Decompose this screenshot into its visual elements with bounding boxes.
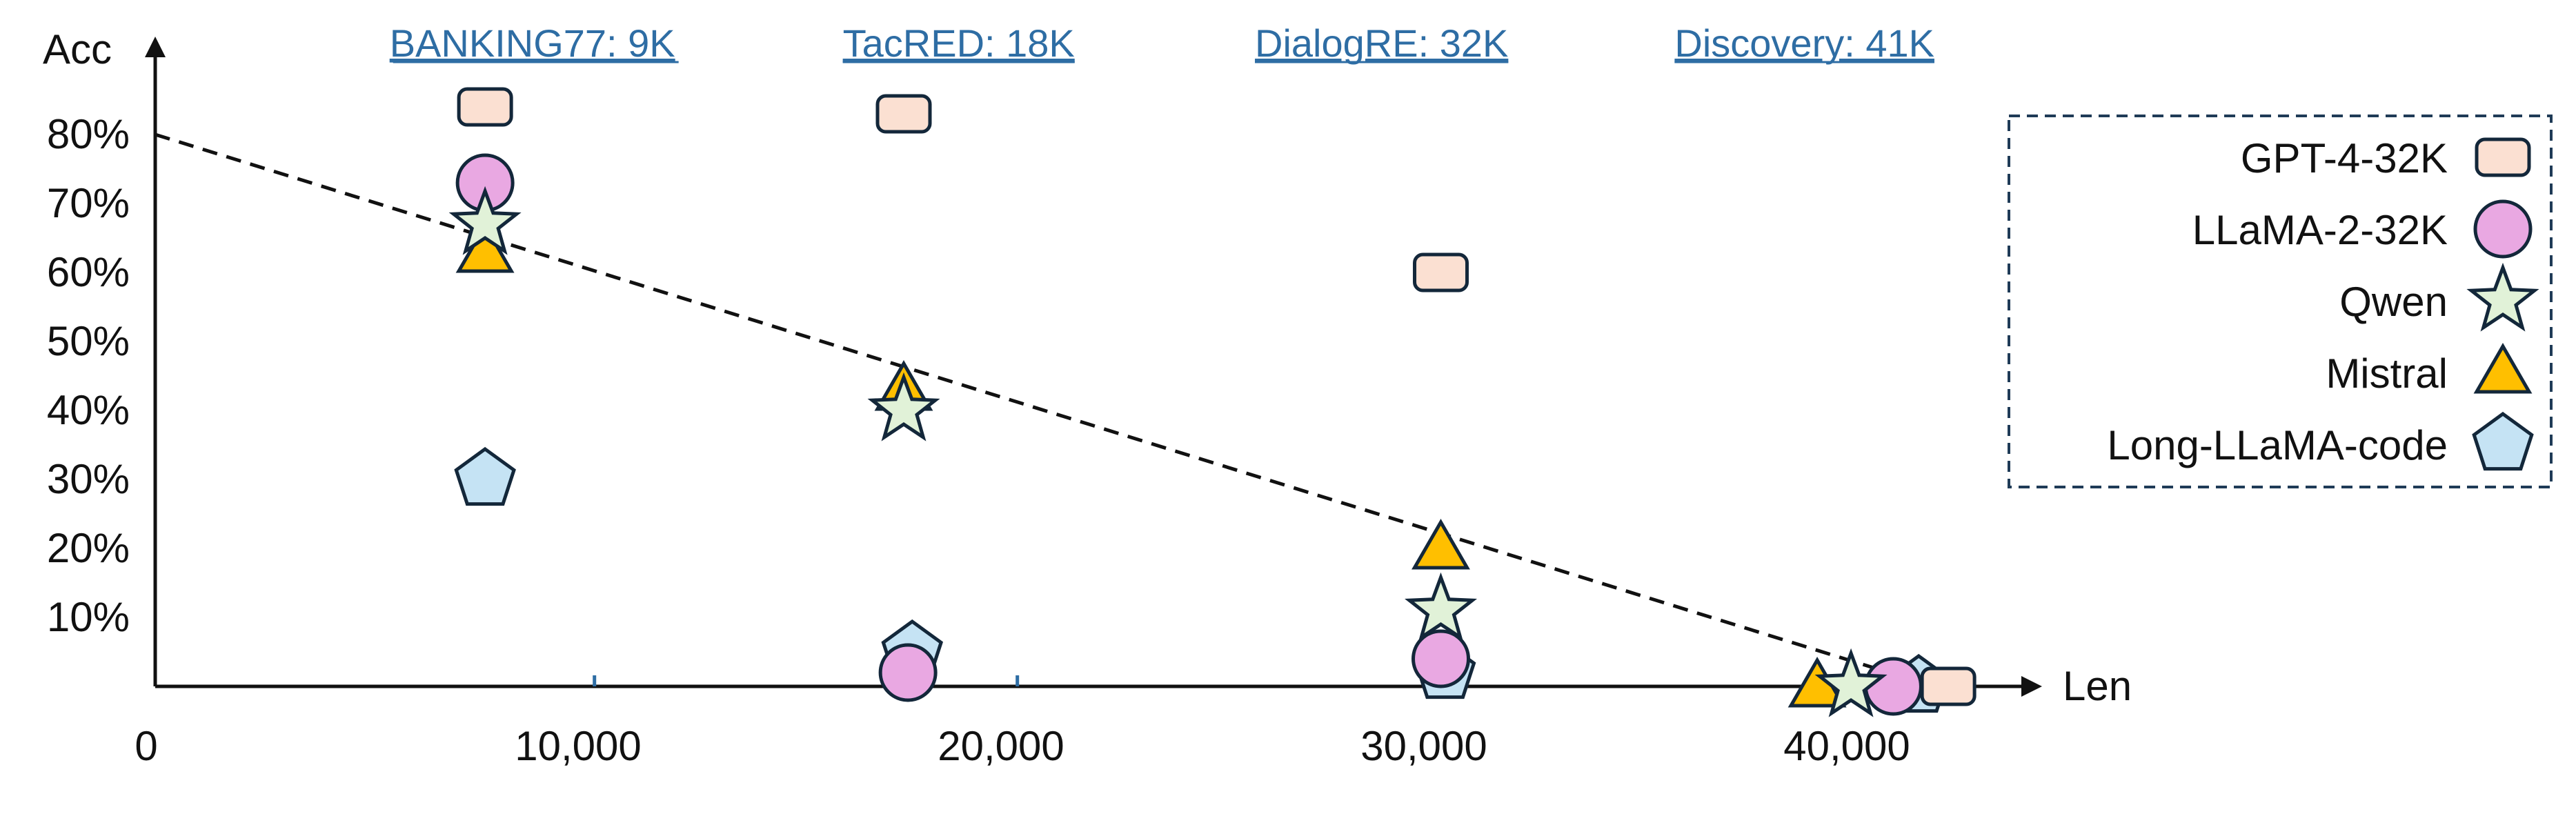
x-tick-label: 20,000: [938, 723, 1064, 769]
legend-box: [2008, 115, 2553, 488]
y-tick-label: 70%: [47, 180, 130, 226]
dataset-label: TacRED: 18K: [843, 21, 1075, 65]
point-gpt-4-32k: [875, 94, 932, 134]
x-axis-title: Len: [2063, 663, 2132, 709]
trend-line: [155, 132, 1890, 675]
x-tick-label: 40,000: [1783, 723, 1910, 769]
dataset-labels: BANKING77: 9K TacRED: 18K DialogRE: 32K Dis…: [390, 21, 1934, 65]
y-tick-label: 20%: [47, 525, 130, 571]
y-tick-label: 60%: [47, 249, 130, 295]
point-llama-2-32k: [1411, 629, 1471, 688]
point-qwen: [1814, 648, 1888, 717]
y-tick-label: 80%: [47, 111, 130, 157]
point-qwen: [1405, 572, 1478, 642]
legend-marker-mistral: [2473, 342, 2533, 394]
legend-label: Qwen: [2339, 279, 2448, 325]
dataset-label: DialogRE: 32K: [1255, 21, 1508, 65]
legend: GPT-4-32K LLaMA-2-32K Qwen Mistral Long-LLaM…: [2008, 115, 2553, 488]
point-gpt-4-32k: [457, 87, 513, 127]
legend-label: GPT-4-32K: [2241, 135, 2448, 181]
point-mistral: [1411, 518, 1470, 570]
dataset-label: Discovery: 41K: [1674, 21, 1934, 65]
y-tick-label: 50%: [47, 318, 130, 364]
x-tick-label: 30,000: [1360, 723, 1487, 769]
dataset-label: BANKING77: 9K: [390, 21, 675, 65]
point-llama-2-32k: [878, 643, 938, 702]
x-tick-label: 0: [135, 723, 157, 769]
x-tick-label: 10,000: [515, 723, 642, 769]
y-tick-label: 10%: [47, 594, 130, 640]
y-tick-label: 40%: [47, 387, 130, 433]
point-qwen: [867, 372, 940, 441]
legend-marker-qwen: [2466, 262, 2539, 332]
data-points: [448, 87, 1976, 717]
point-gpt-4-32k: [1413, 252, 1469, 292]
point-gpt-4-32k: [1920, 666, 1976, 706]
point-qwen: [448, 186, 522, 255]
point-llama-2-32k: [1863, 657, 1923, 716]
legend-marker-long-llama-code: [2472, 411, 2534, 471]
axes: Len Acc 0 10,000 20,000 30,000 40,000 10% 20% 30%…: [43, 26, 2132, 769]
legend-label: Mistral: [2326, 350, 2448, 397]
legend-label: LLaMA-2-32K: [2192, 207, 2448, 253]
y-axis-title: Acc: [43, 26, 112, 72]
trend-line-layer: [155, 132, 1890, 675]
y-tick-label: 30%: [47, 456, 130, 502]
legend-label: Long-LLaMA-code: [2107, 422, 2448, 468]
legend-marker-llama-2-32k: [2473, 199, 2533, 259]
point-long-llama-code: [454, 446, 516, 506]
legend-marker-gpt-4-32k: [2475, 137, 2531, 177]
